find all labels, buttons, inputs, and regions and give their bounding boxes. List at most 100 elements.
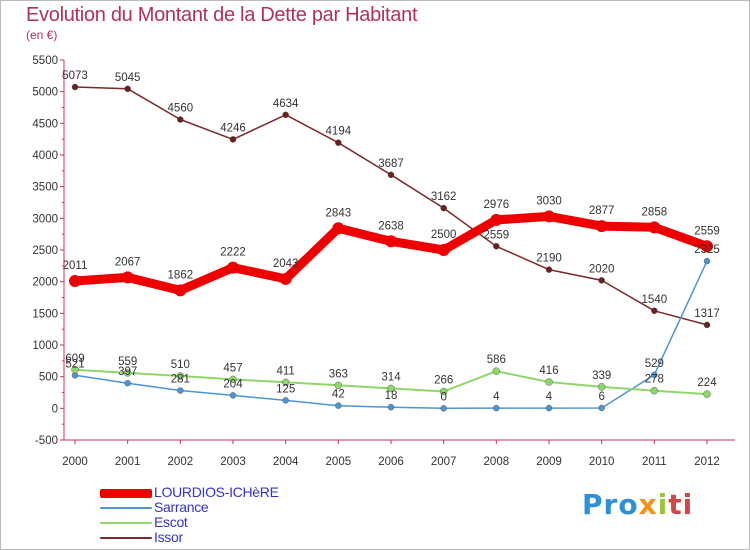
data-label: 224 <box>697 377 717 389</box>
data-point <box>595 220 608 233</box>
legend-swatch <box>100 507 152 509</box>
data-label: 281 <box>171 374 190 386</box>
data-point <box>703 321 711 329</box>
brand-part-4: ti <box>668 488 694 521</box>
data-label: 5045 <box>115 72 141 84</box>
data-label: 278 <box>645 374 664 386</box>
data-point <box>440 405 447 412</box>
data-point <box>598 404 605 412</box>
data-label: 397 <box>118 366 137 378</box>
data-point <box>439 387 448 396</box>
data-label: 2877 <box>589 205 615 217</box>
data-point <box>176 372 185 380</box>
data-point <box>227 261 239 274</box>
data-point <box>229 136 237 143</box>
data-point <box>648 221 661 234</box>
data-point <box>332 222 345 235</box>
data-point <box>545 378 553 386</box>
x-tick-label: 2004 <box>273 456 299 468</box>
y-tick-label: 5000 <box>32 87 58 99</box>
data-label: 3030 <box>536 195 562 207</box>
brand-part-3: i <box>657 488 669 521</box>
y-tick-label: -500 <box>35 435 58 447</box>
x-tick-label: 2008 <box>484 456 510 468</box>
data-label: 510 <box>171 359 190 371</box>
y-tick-label: 5500 <box>32 55 58 67</box>
data-label: 2011 <box>63 260 88 272</box>
data-label: 204 <box>223 378 243 390</box>
brand-part-1: Pro <box>582 488 639 521</box>
data-label: 2222 <box>220 247 246 259</box>
data-label: 457 <box>223 362 242 374</box>
data-point <box>124 379 131 387</box>
data-point <box>493 243 500 250</box>
data-label: 2190 <box>536 253 562 265</box>
legend-label: Escot <box>154 514 188 530</box>
x-tick-label: 2002 <box>168 456 194 468</box>
chart-subtitle: (en €) <box>26 28 58 42</box>
data-point <box>69 274 81 287</box>
y-tick-label: 4000 <box>32 150 58 162</box>
y-tick-label: 0 <box>52 403 58 415</box>
data-label: 339 <box>592 370 611 382</box>
data-point <box>121 271 134 284</box>
data-label: 6 <box>598 391 604 403</box>
data-label: 2067 <box>115 256 141 268</box>
data-point <box>490 213 503 226</box>
data-point <box>229 392 237 399</box>
x-tick-label: 2009 <box>536 456 562 468</box>
legend-item: LOURDIOS-ICHèRE <box>100 484 360 500</box>
data-point <box>281 378 290 387</box>
y-tick-label: 2000 <box>32 277 58 289</box>
legend-swatch <box>100 537 152 539</box>
data-label: 2500 <box>431 229 457 241</box>
legend-label: LOURDIOS-ICHèRE <box>154 484 279 500</box>
data-label: 125 <box>276 383 295 395</box>
data-point <box>71 366 79 374</box>
data-point <box>334 381 343 390</box>
y-tick-label: 3500 <box>32 182 58 194</box>
data-label: 2976 <box>484 199 510 211</box>
data-point <box>703 390 711 398</box>
y-tick-label: 4500 <box>32 118 58 130</box>
legend-label: Issor <box>154 529 183 545</box>
y-tick-label: 1000 <box>32 340 58 352</box>
x-tick-label: 2007 <box>431 456 457 468</box>
x-tick-label: 2005 <box>326 456 352 468</box>
data-point <box>282 397 289 404</box>
data-point <box>545 404 553 412</box>
data-point <box>597 383 606 391</box>
data-point <box>279 272 292 285</box>
y-tick-label: 1500 <box>32 308 58 320</box>
data-point <box>703 257 711 265</box>
data-label: 4 <box>493 391 500 403</box>
data-label: 2843 <box>326 207 352 219</box>
data-label: 1540 <box>642 294 668 306</box>
data-point <box>387 403 395 411</box>
data-label: 18 <box>385 390 398 402</box>
data-label: 529 <box>645 358 664 370</box>
y-tick-label: 3000 <box>32 213 58 225</box>
data-label: 266 <box>434 374 453 386</box>
data-label: 363 <box>329 368 348 380</box>
data-point <box>177 387 184 394</box>
legend-swatch <box>100 488 152 498</box>
brand-logo: Proxiti <box>582 488 693 521</box>
x-tick-label: 2003 <box>220 456 246 468</box>
data-label: 4246 <box>220 122 246 134</box>
legend-item: Escot <box>100 514 360 530</box>
data-label: 416 <box>539 365 558 377</box>
brand-part-2: x <box>638 488 658 521</box>
legend-swatch <box>100 522 152 524</box>
data-label: 521 <box>65 358 84 370</box>
data-point <box>177 116 184 123</box>
data-label: 1862 <box>168 269 194 281</box>
legend-item: Sarrance <box>100 499 360 515</box>
x-tick-label: 2000 <box>62 456 88 468</box>
data-point <box>335 139 342 146</box>
data-label: 0 <box>440 391 446 403</box>
x-tick-label: 2010 <box>589 456 615 468</box>
data-label: 559 <box>118 356 137 368</box>
data-point <box>492 367 501 375</box>
